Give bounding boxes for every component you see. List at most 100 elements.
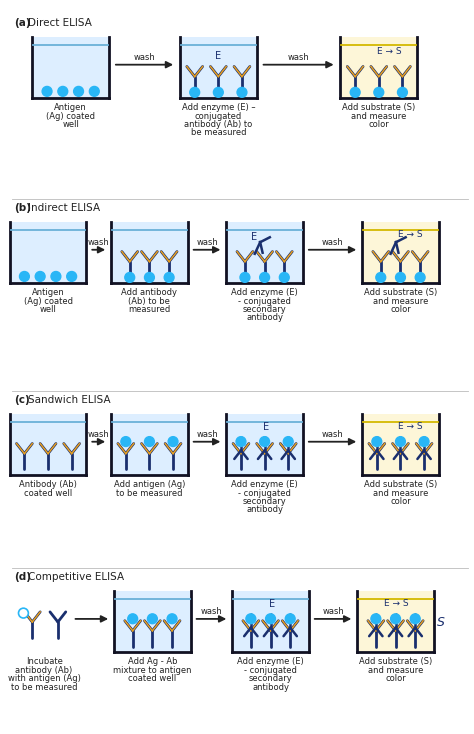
Circle shape [213,87,223,98]
Text: - conjugated: - conjugated [238,489,291,498]
Bar [32,37,109,98]
Bar [226,222,303,283]
Text: well: well [62,120,79,129]
Text: Antigen: Antigen [55,103,87,112]
Text: secondary: secondary [243,305,286,314]
Text: (d): (d) [15,572,32,582]
Circle shape [237,87,247,98]
Bar [232,592,309,653]
Text: (Ag) coated: (Ag) coated [24,297,73,305]
Text: Add substrate (S): Add substrate (S) [364,288,437,297]
Text: Competitive ELISA: Competitive ELISA [28,572,125,582]
Text: (c): (c) [15,395,30,404]
Circle shape [190,87,200,98]
Circle shape [279,272,289,283]
Circle shape [391,614,401,624]
Text: antibody: antibody [252,683,289,691]
Text: - conjugated: - conjugated [238,297,291,305]
Text: Add substrate (S): Add substrate (S) [359,658,432,666]
Circle shape [35,272,45,281]
Text: Antibody (Ab): Antibody (Ab) [19,480,77,489]
Text: and measure: and measure [373,489,428,498]
Text: wash: wash [196,238,218,247]
Text: with antigen (Ag): with antigen (Ag) [8,674,81,683]
Text: (Ag) coated: (Ag) coated [46,112,95,120]
Circle shape [145,272,155,283]
Text: to be measured: to be measured [116,489,182,498]
Bar [114,592,191,653]
Text: Antigen: Antigen [32,288,64,297]
Circle shape [285,614,295,624]
Text: E: E [251,232,257,242]
Text: and measure: and measure [373,297,428,305]
Text: wash: wash [88,238,109,247]
Circle shape [90,87,99,96]
Text: E: E [263,422,269,432]
Text: wash: wash [322,607,344,616]
Text: secondary: secondary [249,674,292,683]
Circle shape [415,272,425,283]
Circle shape [125,272,135,283]
Text: wash: wash [322,430,343,439]
Circle shape [164,272,174,283]
Circle shape [410,614,420,624]
Text: coated well: coated well [128,674,176,683]
Text: E: E [215,51,221,61]
Text: antibody (Ab) to: antibody (Ab) to [184,120,253,129]
Bar [111,222,188,283]
Circle shape [372,437,382,446]
Circle shape [42,87,52,96]
Text: Incubate: Incubate [26,658,63,666]
Circle shape [240,272,250,283]
Text: Add antigen (Ag): Add antigen (Ag) [114,480,185,489]
Text: E → S: E → S [399,422,423,431]
Text: color: color [390,305,411,314]
Text: wash: wash [201,607,222,616]
Text: be measured: be measured [191,128,246,137]
Bar [340,37,417,98]
Text: wash: wash [196,430,218,439]
Circle shape [58,87,68,96]
Circle shape [395,272,405,283]
Text: wash: wash [322,238,343,247]
Bar [111,414,188,476]
Circle shape [260,437,270,446]
Text: and measure: and measure [351,112,407,120]
Text: to be measured: to be measured [11,683,77,691]
Circle shape [371,614,381,624]
Text: Sandwich ELISA: Sandwich ELISA [28,395,111,404]
Circle shape [67,272,77,281]
Text: Add enzyme (E): Add enzyme (E) [231,288,298,297]
Text: S: S [437,616,445,629]
Circle shape [265,614,275,624]
Text: Add Ag - Ab: Add Ag - Ab [128,658,177,666]
Text: wash: wash [288,53,310,62]
Circle shape [73,87,83,96]
Circle shape [283,437,293,446]
Text: E: E [269,600,274,609]
Circle shape [398,87,407,98]
Circle shape [376,272,386,283]
Bar [362,414,439,476]
Text: color: color [385,674,406,683]
Text: Indirect ELISA: Indirect ELISA [28,203,100,213]
Text: antibody: antibody [246,313,283,322]
Text: Add enzyme (E): Add enzyme (E) [237,658,304,666]
Bar [9,222,86,283]
Text: mixture to antigen: mixture to antigen [113,666,191,675]
Bar [226,414,303,476]
Text: and measure: and measure [368,666,423,675]
Circle shape [147,614,157,624]
Circle shape [260,272,270,283]
Circle shape [19,272,29,281]
Circle shape [246,614,256,624]
Text: Add antibody: Add antibody [121,288,177,297]
Text: Add substrate (S): Add substrate (S) [364,480,437,489]
Circle shape [145,437,155,446]
Text: E → S: E → S [377,47,401,56]
Text: E → S: E → S [384,600,408,608]
Circle shape [128,614,137,624]
Circle shape [374,87,384,98]
Text: conjugated: conjugated [195,112,242,120]
Text: well: well [40,305,56,314]
